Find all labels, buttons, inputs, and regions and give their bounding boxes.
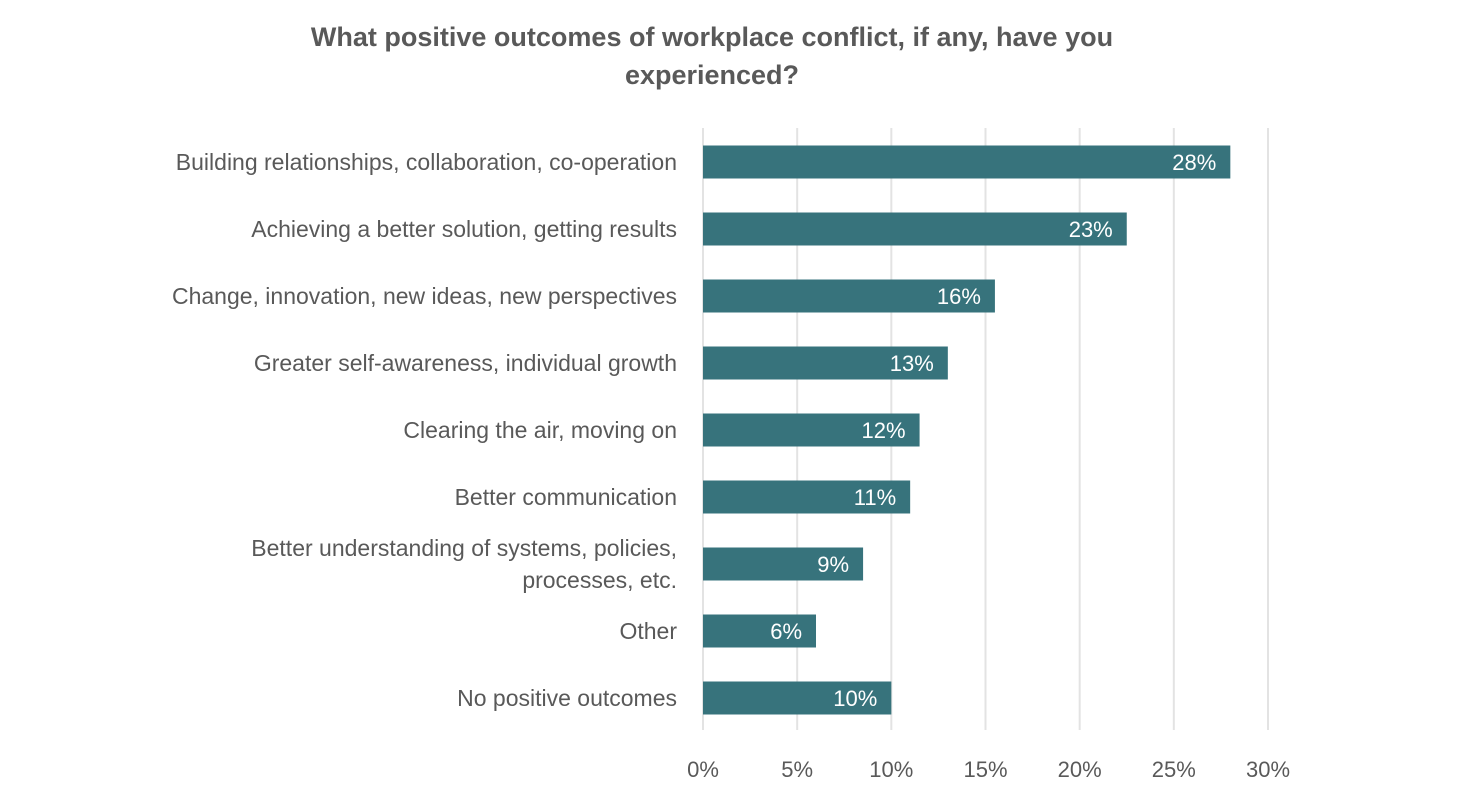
category-label: Greater self-awareness, individual growt… — [254, 350, 677, 376]
chart-title-line: What positive outcomes of workplace conf… — [310, 22, 1114, 52]
data-label: 28% — [1172, 150, 1216, 175]
bar — [703, 145, 1231, 179]
category-label: No positive outcomes — [457, 685, 677, 711]
data-label: 9% — [817, 552, 849, 577]
category-label: Better understanding of systems, policie… — [251, 535, 677, 561]
category-label: Change, innovation, new ideas, new persp… — [172, 283, 677, 309]
x-tick-label: 10% — [869, 757, 913, 782]
data-label: 12% — [862, 418, 906, 443]
bar — [703, 480, 911, 514]
bar — [703, 413, 920, 447]
x-tick-label: 0% — [687, 757, 719, 782]
data-label: 10% — [833, 686, 877, 711]
data-label: 13% — [890, 351, 934, 376]
x-tick-label: 15% — [963, 757, 1007, 782]
bar — [703, 346, 948, 380]
category-label: Other — [619, 618, 677, 644]
data-label: 23% — [1069, 217, 1113, 242]
category-label: Building relationships, collaboration, c… — [176, 149, 677, 175]
bar — [703, 279, 995, 313]
chart-title: What positive outcomes of workplace conf… — [0, 18, 1424, 94]
category-label: processes, etc. — [522, 567, 677, 593]
data-label: 6% — [770, 619, 802, 644]
chart-title-line: experienced? — [624, 60, 800, 90]
x-tick-label: 30% — [1246, 757, 1290, 782]
data-label: 16% — [937, 284, 981, 309]
bar — [703, 681, 892, 715]
category-label: Achieving a better solution, getting res… — [251, 216, 677, 242]
x-tick-label: 20% — [1058, 757, 1102, 782]
x-tick-label: 25% — [1152, 757, 1196, 782]
category-label: Better communication — [455, 484, 677, 510]
data-label: 11% — [854, 485, 896, 510]
bar — [703, 547, 864, 581]
bar — [703, 212, 1127, 246]
bar — [703, 614, 816, 648]
category-label: Clearing the air, moving on — [403, 417, 677, 443]
x-tick-label: 5% — [781, 757, 813, 782]
